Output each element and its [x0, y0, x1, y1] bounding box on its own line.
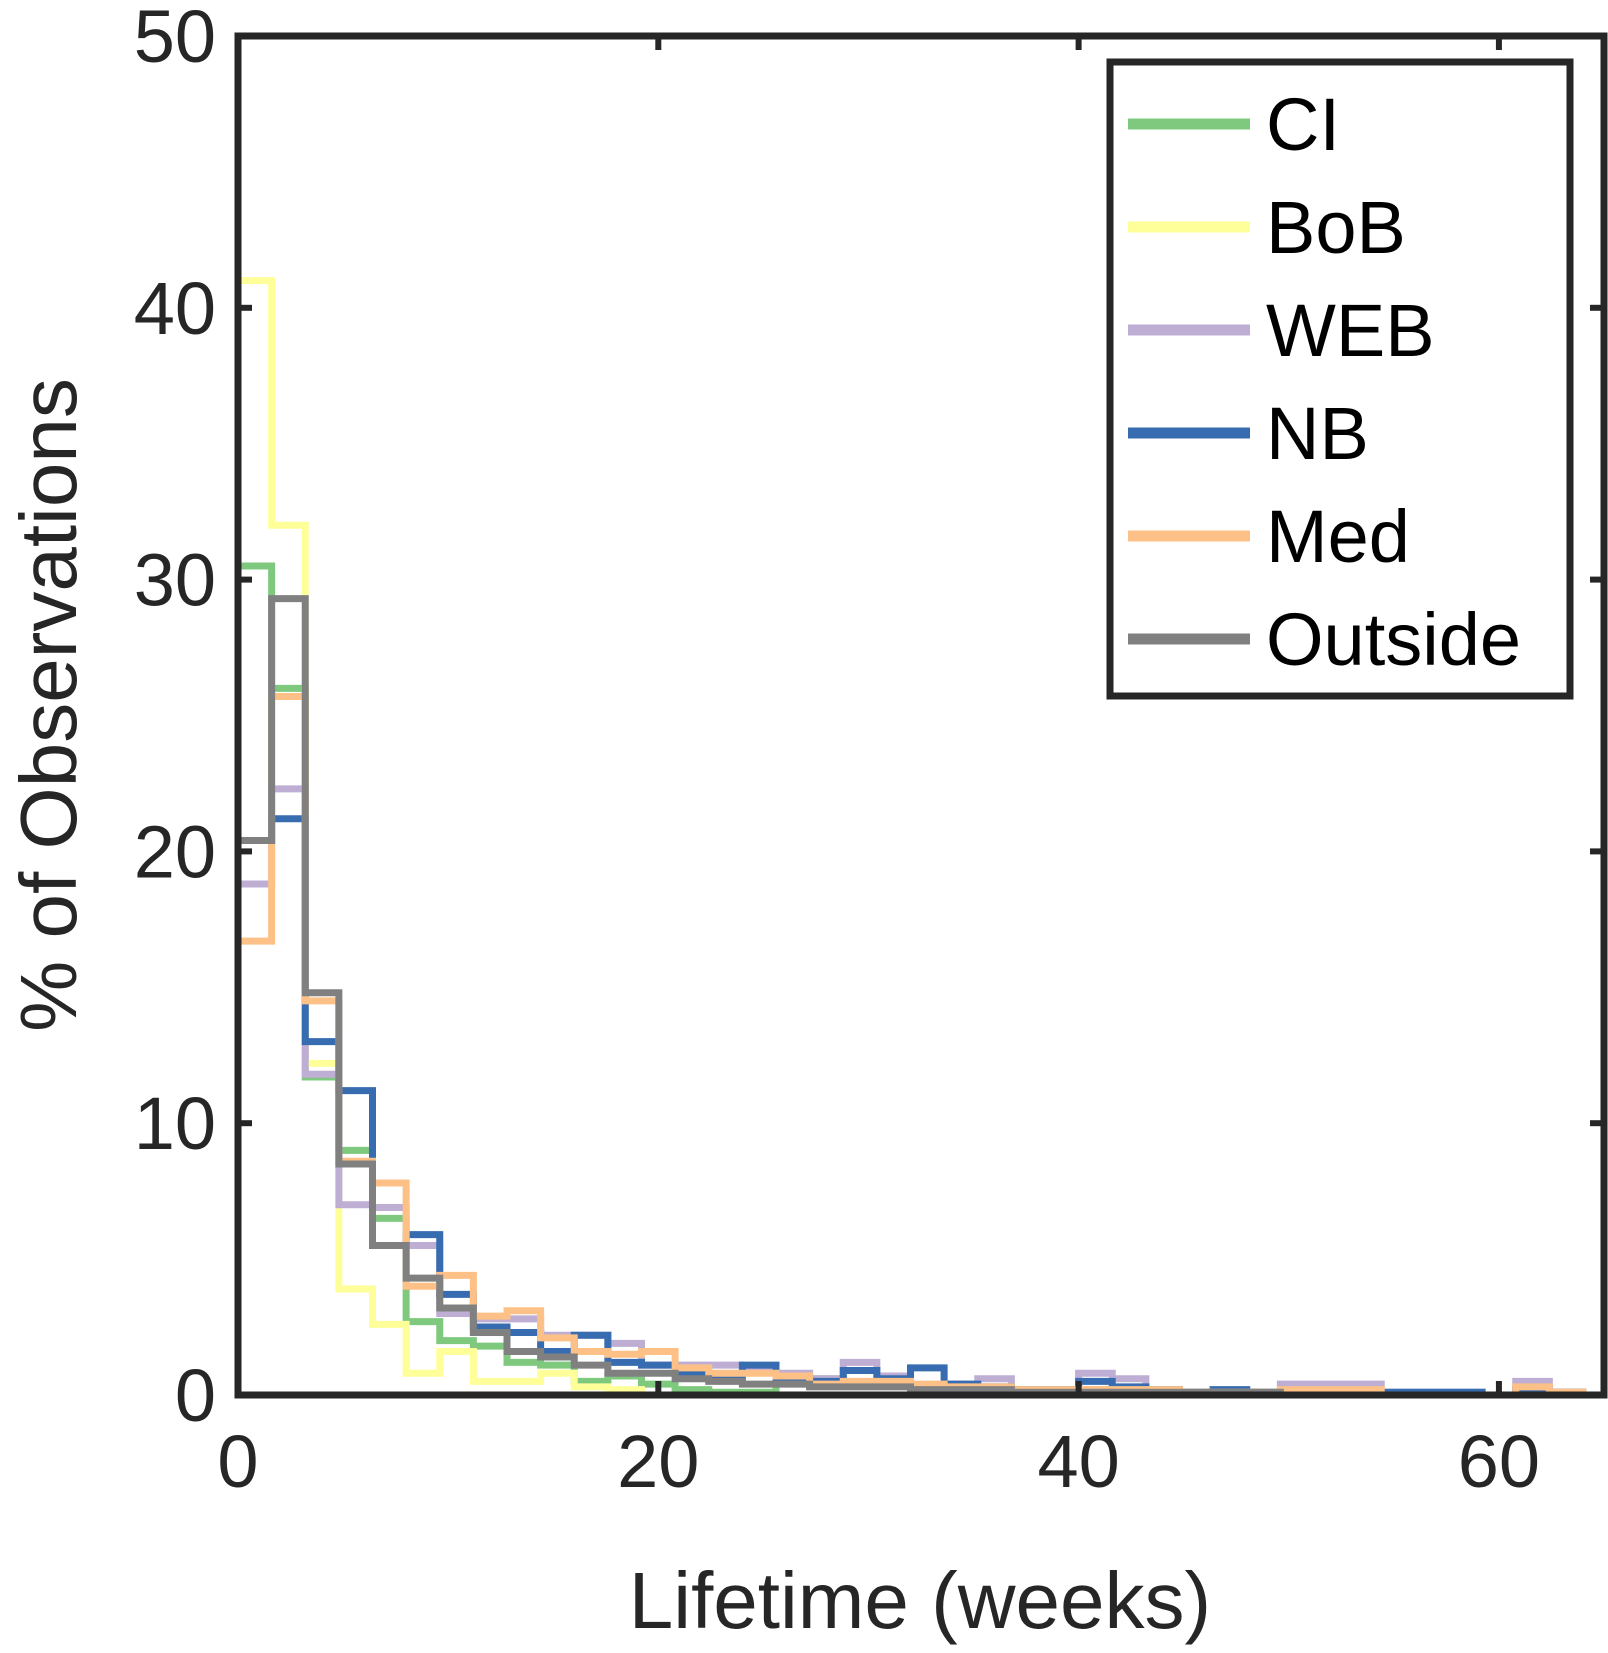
- x-tick-label: 0: [217, 1420, 258, 1503]
- legend-label-med: Med: [1266, 495, 1410, 578]
- y-tick-label: 40: [134, 267, 216, 350]
- y-tick-label: 50: [134, 0, 216, 78]
- y-axis-label: % of Observations: [4, 378, 93, 1032]
- legend-label-outside: Outside: [1266, 598, 1521, 681]
- series-line-med: [234, 692, 1587, 1399]
- legend-label-bob: BoB: [1266, 186, 1406, 269]
- tick-labels: 0 20 40 60 0 10 20 30 40 50: [134, 0, 1540, 1503]
- legend-label-web: WEB: [1266, 289, 1435, 372]
- y-tick-label: 10: [134, 1082, 216, 1165]
- x-tick-label: 20: [617, 1420, 699, 1503]
- axes-layer: [234, 32, 1608, 1399]
- legend-label-nb: NB: [1266, 392, 1369, 475]
- y-tick-label: 20: [134, 810, 216, 893]
- x-tick-label: 60: [1458, 1420, 1540, 1503]
- y-tick-label: 0: [175, 1354, 216, 1437]
- legend-label-ci: CI: [1266, 83, 1340, 166]
- y-tick-label: 30: [134, 539, 216, 622]
- plot-frame: [234, 32, 1608, 1399]
- legend: CI BoB WEB NB Med Outside: [1106, 58, 1574, 700]
- x-tick-label: 40: [1037, 1420, 1119, 1503]
- legend-box: [1106, 58, 1574, 700]
- series-line-outside: [234, 595, 1583, 1399]
- x-axis-label: Lifetime (weeks): [629, 1556, 1211, 1645]
